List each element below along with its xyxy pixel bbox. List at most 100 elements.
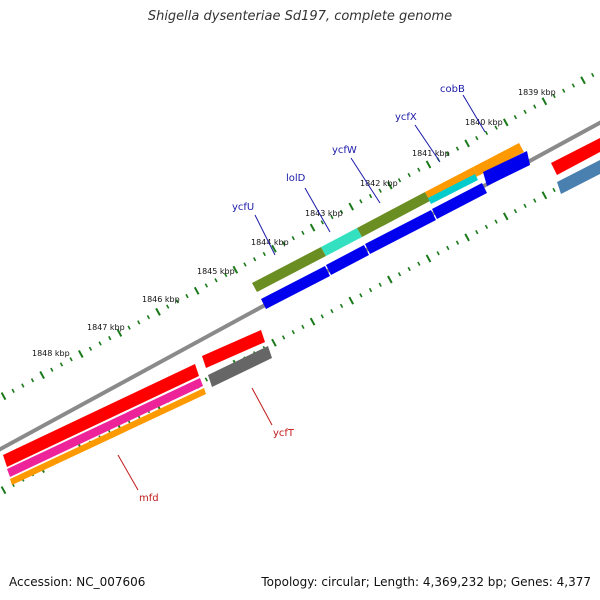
ruler-tick (533, 198, 537, 203)
ruler-tick (552, 187, 556, 193)
gene-label-ycfW[interactable]: ycfW (332, 145, 357, 156)
ruler-tick (155, 307, 161, 316)
ruler-tick (571, 83, 576, 88)
gene-block-blue-3[interactable] (365, 210, 436, 254)
ruler-tick (513, 114, 518, 120)
ruler-tick (397, 178, 402, 183)
ruler-tick (185, 293, 189, 299)
ruler-tick (21, 383, 25, 388)
ruler-tick (541, 191, 548, 200)
ruler-tick (0, 392, 7, 401)
ruler-tick (88, 346, 93, 351)
ruler-tick (77, 349, 84, 358)
gene-block-blue-5[interactable] (483, 151, 530, 186)
ruler-tick (252, 257, 257, 262)
ruler-tick (348, 202, 355, 211)
ruler-tick (39, 371, 45, 380)
ruler-tick (436, 251, 440, 256)
gene-block-blue-4[interactable] (432, 183, 487, 219)
ruler-tick (455, 240, 460, 245)
genome-summary: Topology: circular; Length: 4,369,232 bp… (261, 575, 591, 589)
ruler-tick (425, 160, 432, 169)
ruler-tick (580, 76, 586, 85)
ruler-tick (166, 304, 170, 309)
ruler-label: 1840 kbp (465, 118, 503, 127)
gene-label-ycfX[interactable]: ycfX (395, 112, 417, 123)
ruler-tick (387, 181, 393, 190)
ruler-tick (446, 245, 450, 251)
ruler-tick (146, 314, 151, 320)
gene-label-ycfT[interactable]: ycfT (273, 428, 295, 439)
gene-label-ycfU[interactable]: ycfU (232, 202, 254, 213)
ruler-tick (214, 278, 218, 283)
ruler-tick (464, 233, 470, 242)
ruler-label: 1847 kbp (87, 323, 125, 332)
ruler-tick (484, 224, 489, 230)
ruler-tick (523, 203, 527, 208)
gene-block-orange-mfd[interactable] (10, 388, 206, 485)
gene-block-blue-2[interactable] (326, 245, 369, 275)
ruler-tick (262, 251, 266, 257)
map-title: Shigella dysenteriae Sd197, complete gen… (147, 9, 453, 24)
ruler-tick (98, 341, 102, 346)
gene-block-gray-ycfT[interactable] (208, 346, 272, 387)
accession-text: Accession: NC_007606 (9, 575, 146, 589)
ruler-tick (224, 272, 228, 278)
ruler-tick (301, 230, 305, 236)
ruler-tick (301, 324, 305, 330)
gene-block-steelblue-right[interactable] (557, 160, 600, 194)
ruler-tick (541, 97, 548, 106)
ruler-label: 1843 kbp (305, 209, 343, 218)
ruler-tick (502, 212, 509, 221)
ruler-tick (455, 146, 460, 151)
ruler-tick (359, 199, 363, 204)
ruler-tick (348, 296, 355, 305)
gene-label-lolD[interactable]: lolD (286, 173, 306, 184)
ruler-tick (0, 486, 7, 495)
gene-block-olive-ycfU[interactable] (252, 247, 326, 292)
ruler-tick (513, 208, 518, 214)
ruler-tick (137, 320, 141, 325)
gene-block-red-ycfT[interactable] (202, 330, 265, 368)
gene-label-mfd[interactable]: mfd (139, 493, 159, 504)
ruler-tick (359, 293, 363, 298)
gene-label-cobB[interactable]: cobB (440, 84, 465, 95)
gene-block-olive-ycfW[interactable] (357, 192, 430, 237)
ruler-tick (502, 118, 509, 127)
ruler-labels: 1839 kbp 1840 kbp 1841 kbp 1842 kbp 1843 kbp… (32, 88, 556, 358)
ruler-tick (69, 357, 73, 362)
ruler-tick (271, 244, 277, 253)
ruler-tick (232, 265, 239, 274)
ruler-tick (30, 378, 35, 383)
ruler-tick (204, 283, 209, 288)
ruler-tick (309, 223, 316, 232)
ruler-tick (368, 193, 373, 199)
gene-block-orange-cobB[interactable] (473, 143, 524, 176)
ruler-tick (368, 287, 373, 293)
gene-block-orange-ycfX[interactable] (425, 167, 478, 201)
ruler-tick (193, 286, 200, 295)
ruler-tick (387, 275, 393, 284)
gene-block-blue-1[interactable] (261, 266, 330, 309)
ruler-tick (523, 109, 527, 114)
ruler-tick (271, 338, 277, 347)
ruler-tick (11, 388, 15, 393)
ruler-tick (397, 272, 402, 277)
ruler-tick (533, 104, 537, 109)
gene-block-cyan[interactable] (428, 174, 478, 204)
gene-block-teal-lolD[interactable] (321, 228, 362, 256)
ruler-tick (309, 317, 316, 326)
gene-block-magenta-mfd[interactable] (7, 378, 203, 477)
ruler-tick (378, 188, 382, 193)
gene-block-red-mfd-top[interactable] (3, 364, 199, 467)
ruler-tick (281, 241, 286, 246)
ruler-tick (108, 336, 112, 341)
ruler-tick (484, 130, 489, 136)
ruler-tick (494, 219, 498, 224)
ruler-tick (552, 93, 556, 99)
ruler-tick (330, 214, 334, 220)
gene-block-red-right[interactable] (551, 138, 600, 175)
ruler-tick (320, 314, 324, 319)
ruler-label: 1848 kbp (32, 349, 70, 358)
